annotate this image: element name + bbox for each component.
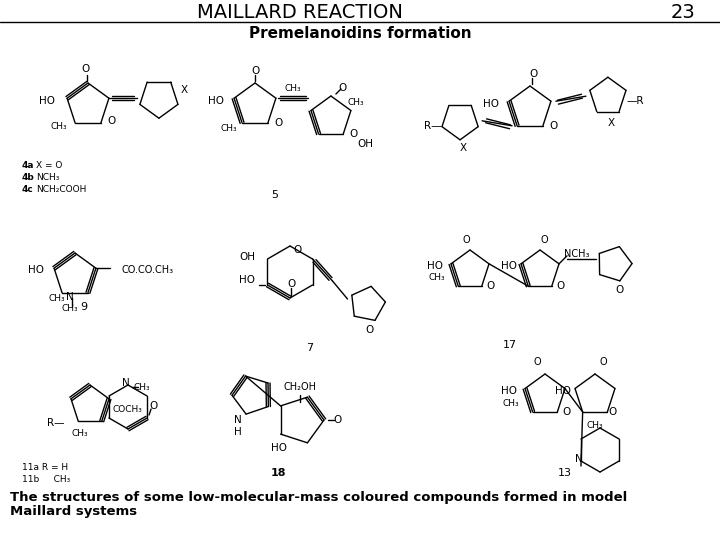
Text: 9: 9 [81, 302, 88, 312]
Text: HO: HO [271, 443, 287, 453]
Text: O: O [107, 116, 115, 126]
Text: O: O [487, 281, 495, 291]
Text: N: N [66, 292, 74, 302]
Text: O: O [562, 407, 570, 417]
Text: CH₃: CH₃ [587, 421, 603, 429]
Text: X: X [608, 118, 614, 128]
Text: HO: HO [483, 99, 499, 109]
Text: HO: HO [501, 261, 517, 271]
Text: O: O [534, 357, 541, 367]
Text: 4c: 4c [22, 185, 34, 193]
Text: N: N [122, 378, 130, 388]
Text: N: N [575, 454, 582, 464]
Text: HO: HO [28, 265, 44, 275]
Text: CH₂OH: CH₂OH [284, 382, 317, 392]
Text: CO.CO.CH₃: CO.CO.CH₃ [122, 265, 174, 275]
Text: O: O [615, 285, 623, 295]
Text: OH: OH [357, 139, 373, 149]
Text: MAILLARD REACTION: MAILLARD REACTION [197, 3, 403, 23]
Text: O: O [339, 83, 347, 93]
Text: CH₃: CH₃ [134, 382, 150, 392]
Text: 11b     CH₃: 11b CH₃ [22, 476, 71, 484]
Text: CH₃: CH₃ [72, 429, 89, 438]
Text: CH₃: CH₃ [62, 305, 78, 313]
Text: HO: HO [555, 386, 571, 395]
Text: 23: 23 [670, 3, 695, 23]
Text: O: O [334, 415, 342, 425]
Text: R—: R— [424, 121, 442, 131]
Text: O: O [608, 407, 616, 417]
Text: HO: HO [208, 96, 224, 106]
Text: 13: 13 [558, 468, 572, 478]
Text: X: X [181, 85, 187, 95]
Text: CH₃: CH₃ [220, 124, 237, 133]
Text: HO: HO [39, 96, 55, 106]
Text: CH₃: CH₃ [49, 294, 66, 303]
Text: HO: HO [501, 386, 517, 395]
Text: O: O [599, 357, 607, 367]
Text: O: O [251, 66, 259, 76]
Text: O: O [549, 121, 557, 131]
Text: O: O [365, 325, 374, 335]
Text: O: O [530, 69, 538, 79]
Text: CH₃: CH₃ [503, 399, 519, 408]
Text: O: O [82, 64, 90, 74]
Text: COCH₃: COCH₃ [113, 406, 143, 415]
Text: N: N [234, 415, 242, 425]
Text: O: O [149, 401, 157, 411]
Text: O: O [274, 118, 282, 128]
Text: OH: OH [240, 252, 256, 262]
Text: O: O [293, 245, 301, 255]
Text: X = O: X = O [36, 160, 63, 170]
Text: 17: 17 [503, 340, 517, 350]
Text: 11a R = H: 11a R = H [22, 463, 68, 472]
Text: O: O [540, 235, 548, 245]
Text: X: X [459, 143, 467, 153]
Text: R—: R— [47, 418, 64, 428]
Text: CH₃: CH₃ [428, 273, 445, 282]
Text: O: O [462, 235, 470, 245]
Text: Maillard systems: Maillard systems [10, 505, 137, 518]
Text: HO: HO [427, 261, 443, 271]
Text: CH₃: CH₃ [284, 84, 301, 93]
Text: NCH₂COOH: NCH₂COOH [36, 185, 86, 193]
Text: CH₃: CH₃ [348, 98, 364, 107]
Text: Premelanoidins formation: Premelanoidins formation [248, 26, 472, 42]
Text: O: O [288, 279, 296, 289]
Text: —R: —R [626, 96, 644, 106]
Text: 4a: 4a [22, 160, 35, 170]
Text: The structures of some low-molecular-mass coloured compounds formed in model: The structures of some low-molecular-mas… [10, 491, 627, 504]
Text: H: H [234, 427, 242, 437]
Text: 18: 18 [270, 468, 286, 478]
Text: 7: 7 [307, 343, 314, 353]
Text: NCH₃: NCH₃ [36, 172, 59, 181]
Text: 4b: 4b [22, 172, 35, 181]
Text: NCH₃: NCH₃ [564, 249, 590, 259]
Text: 5: 5 [271, 190, 279, 200]
Text: O: O [557, 281, 565, 291]
Text: HO: HO [240, 275, 256, 285]
Text: O: O [349, 129, 358, 139]
Text: CH₃: CH₃ [50, 122, 67, 131]
